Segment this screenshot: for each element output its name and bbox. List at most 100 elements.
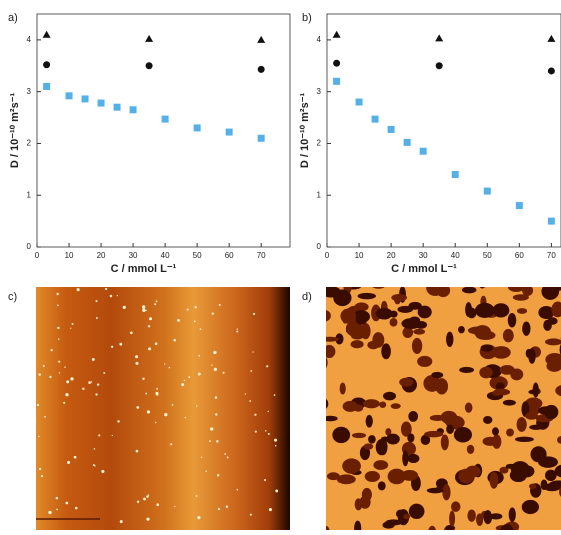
pore	[391, 403, 401, 409]
speck	[92, 358, 95, 361]
speck	[59, 372, 60, 373]
pore	[359, 496, 370, 509]
speck	[58, 361, 60, 363]
speck	[177, 319, 180, 322]
y-tick-label: 0	[27, 242, 32, 251]
pore	[476, 331, 496, 340]
speck	[70, 377, 73, 380]
panel-label: c)	[8, 291, 17, 303]
speck	[130, 331, 133, 334]
triangle-point	[435, 34, 443, 41]
speck	[123, 306, 126, 309]
pore	[517, 417, 527, 432]
speck	[66, 380, 69, 383]
speck	[245, 393, 246, 394]
pore	[342, 458, 361, 473]
speck	[250, 370, 252, 372]
y-tick-label: 4	[317, 35, 322, 44]
x-tick-label: 70	[547, 251, 556, 260]
x-tick-label: 0	[325, 251, 330, 260]
triangle-point	[145, 35, 153, 42]
pore	[465, 402, 473, 412]
pore	[352, 433, 366, 438]
speck	[198, 373, 201, 376]
triangle-point	[43, 31, 51, 38]
pore	[363, 399, 380, 408]
speck	[194, 321, 196, 323]
speck	[70, 328, 71, 329]
speck	[57, 304, 59, 306]
circle-point	[548, 67, 555, 74]
x-tick-label: 60	[515, 251, 524, 260]
speck	[145, 310, 146, 311]
pore	[383, 522, 395, 529]
speck	[75, 507, 78, 510]
speck	[236, 330, 238, 332]
afm-image-c	[36, 287, 290, 530]
pore	[418, 306, 432, 319]
pore	[417, 356, 432, 367]
pore	[451, 501, 460, 511]
speck	[120, 520, 123, 523]
pore	[317, 398, 328, 410]
square-point	[420, 148, 427, 155]
pore	[320, 310, 331, 321]
speck	[215, 396, 217, 398]
speck	[103, 372, 105, 374]
pore	[525, 412, 538, 419]
speck	[135, 355, 138, 358]
speck	[195, 306, 197, 308]
pore	[466, 466, 481, 478]
pore	[367, 341, 379, 350]
speck	[201, 457, 202, 458]
pore	[459, 367, 474, 373]
pore	[320, 337, 339, 342]
square-point	[356, 99, 363, 106]
pore	[458, 326, 465, 333]
pore	[323, 416, 338, 422]
speck	[274, 439, 277, 442]
speck	[217, 474, 219, 476]
square-point	[43, 83, 50, 90]
pore	[442, 484, 450, 500]
x-tick-label: 0	[35, 251, 40, 260]
pore	[492, 427, 499, 435]
speck	[255, 431, 257, 433]
speck	[210, 427, 213, 430]
y-tick-label: 3	[27, 87, 32, 96]
pore	[388, 469, 406, 485]
speck	[188, 376, 190, 378]
pore	[529, 425, 543, 430]
y-tick-label: 3	[317, 87, 322, 96]
speck	[216, 440, 218, 442]
speck	[44, 416, 46, 418]
pore	[424, 431, 443, 437]
pore	[489, 472, 498, 489]
pore	[376, 308, 393, 320]
pore	[528, 348, 536, 364]
speck	[88, 381, 91, 384]
pore	[479, 281, 485, 288]
speck	[97, 384, 99, 386]
speck	[105, 288, 107, 290]
pore	[465, 302, 472, 317]
speck	[275, 445, 277, 447]
speck	[142, 309, 145, 312]
pore	[538, 456, 558, 468]
speck	[38, 373, 40, 375]
square-point	[162, 116, 169, 123]
y-axis-label: D / 10⁻¹⁰ m²s⁻¹	[299, 93, 311, 169]
pore	[509, 507, 516, 522]
speck	[264, 479, 266, 481]
speck	[117, 420, 119, 422]
speck	[56, 293, 58, 295]
square-point	[452, 171, 459, 178]
pore	[356, 317, 367, 325]
square-point	[388, 126, 395, 133]
speck	[181, 383, 184, 386]
speck	[154, 303, 156, 305]
x-tick-label: 60	[225, 251, 234, 260]
speck	[252, 351, 253, 352]
square-point	[258, 135, 265, 142]
speck	[57, 327, 59, 329]
